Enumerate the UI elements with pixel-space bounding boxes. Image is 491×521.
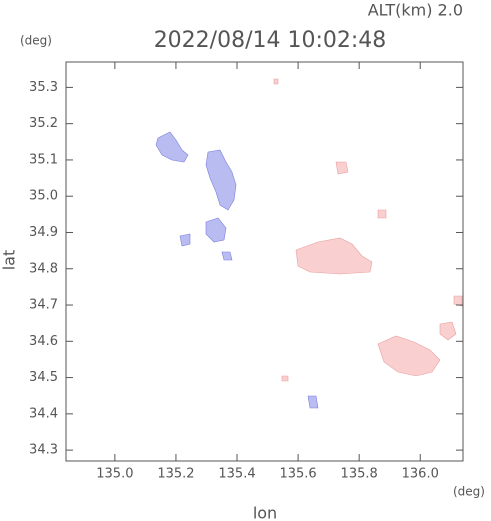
plot-frame bbox=[65, 61, 464, 462]
y-tick-label: 35.1 bbox=[29, 152, 58, 167]
y-tick-label: 34.3 bbox=[29, 443, 58, 458]
echo bbox=[281, 375, 289, 382]
echo bbox=[377, 335, 441, 377]
y-tick-label: 34.6 bbox=[29, 334, 58, 349]
echo bbox=[205, 149, 237, 211]
x-unit: (deg) bbox=[453, 485, 485, 499]
y-tick-label: 34.9 bbox=[29, 225, 58, 240]
echo bbox=[179, 233, 191, 247]
y-tick-label: 35.0 bbox=[29, 189, 58, 204]
echo bbox=[295, 237, 373, 275]
x-tick-label: 136.0 bbox=[402, 467, 439, 482]
y-tick-label: 35.3 bbox=[29, 80, 58, 95]
x-tick-label: 135.8 bbox=[341, 467, 378, 482]
y-tick-label: 34.7 bbox=[29, 298, 58, 313]
echo bbox=[439, 321, 457, 341]
y-axis-label: lat bbox=[0, 250, 19, 271]
y-tick-label: 35.2 bbox=[29, 116, 58, 131]
echo bbox=[273, 78, 279, 85]
echo bbox=[377, 209, 387, 219]
y-tick-label: 34.8 bbox=[29, 261, 58, 276]
echo bbox=[221, 251, 233, 261]
x-tick-label: 135.6 bbox=[279, 467, 316, 482]
echo bbox=[335, 161, 349, 175]
x-tick-label: 135.0 bbox=[96, 467, 133, 482]
echo bbox=[453, 295, 463, 307]
echo bbox=[307, 395, 319, 409]
chart-title: 2022/08/14 10:02:48 bbox=[154, 28, 387, 53]
y-unit: (deg) bbox=[20, 34, 52, 48]
echo bbox=[155, 131, 189, 163]
x-tick-label: 135.4 bbox=[218, 467, 255, 482]
x-tick-label: 135.2 bbox=[157, 467, 194, 482]
y-tick-label: 34.5 bbox=[29, 370, 58, 385]
echoes bbox=[155, 78, 463, 409]
x-axis-label: lon bbox=[253, 504, 277, 521]
altitude-label: ALT(km) 2.0 bbox=[368, 1, 463, 20]
echo bbox=[205, 217, 227, 243]
y-tick-label: 34.4 bbox=[29, 406, 58, 421]
